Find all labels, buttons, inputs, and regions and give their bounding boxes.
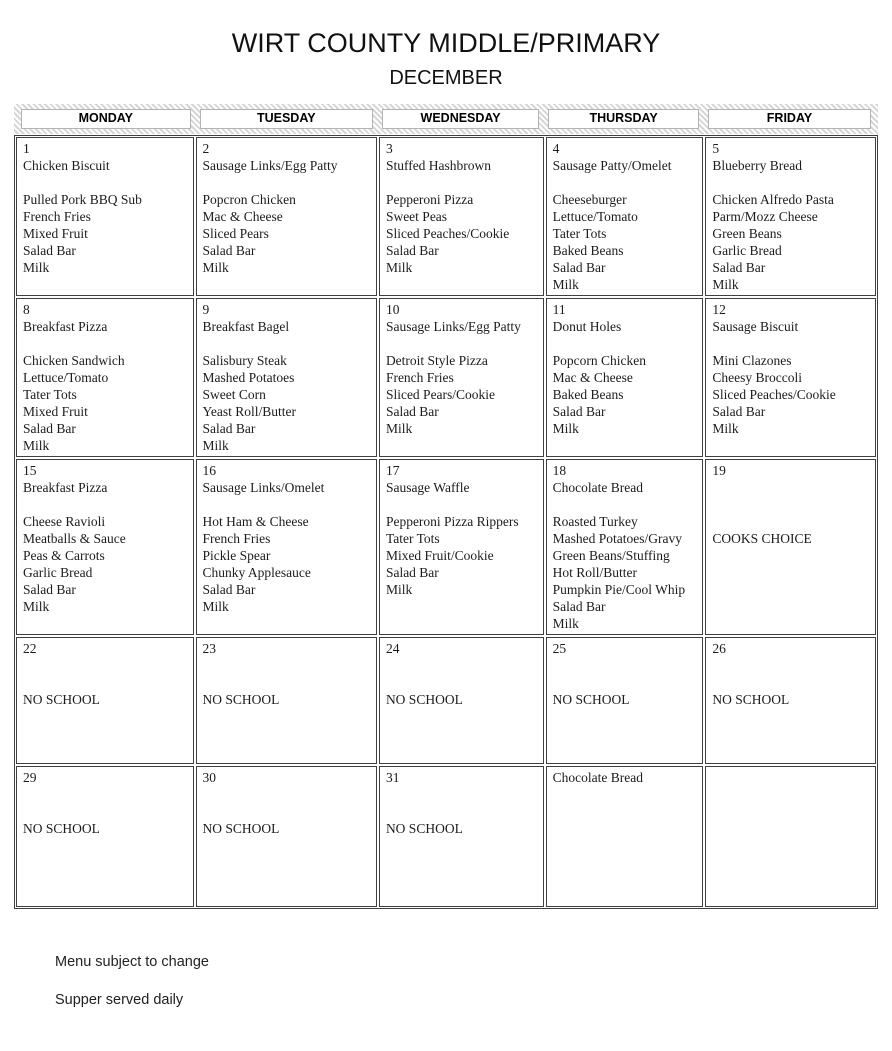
day-header-tuesday: TUESDAY <box>199 109 373 129</box>
calendar-cell-dec-18: 18 Chocolate Bread Roasted Turkey Mashed… <box>545 459 704 635</box>
day-header-thursday: THURSDAY <box>548 109 699 129</box>
calendar-grid: 1 Chicken Biscuit Pulled Pork BBQ Sub Fr… <box>14 135 878 909</box>
calendar-cell-dec-17: 17 Sausage Waffle Pepperoni Pizza Ripper… <box>378 459 544 635</box>
week-row-4: 22 NO SCHOOL 23 NO SCHOOL 24 NO SCHOOL 2… <box>16 637 876 764</box>
calendar-cell-dec-3: 3 Stuffed Hashbrown Pepperoni Pizza Swee… <box>378 137 544 296</box>
menu-calendar: MONDAY TUESDAY WEDNESDAY THURSDAY FRIDAY… <box>14 104 878 909</box>
calendar-cell-dec-26: 26 NO SCHOOL <box>705 637 876 764</box>
page-title: WIRT COUNTY MIDDLE/PRIMARY <box>231 28 661 58</box>
calendar-cell-friday-empty <box>705 766 876 907</box>
calendar-cell-dec-12: 12 Sausage Biscuit Mini Clazones Cheesy … <box>705 298 876 457</box>
calendar-cell-dec-24: 24 NO SCHOOL <box>378 637 544 764</box>
calendar-cell-dec-9: 9 Breakfast Bagel Salisbury Steak Mashed… <box>195 298 377 457</box>
page-subtitle: DECEMBER <box>389 67 503 89</box>
calendar-cell-dec-11: 11 Donut Holes Popcorn Chicken Mac & Che… <box>545 298 704 457</box>
calendar-cell-dec-16: 16 Sausage Links/Omelet Hot Ham & Cheese… <box>195 459 377 635</box>
menu-change-note: Menu subject to change <box>55 954 209 970</box>
day-header-monday: MONDAY <box>21 109 191 129</box>
calendar-cell-dec-8: 8 Breakfast Pizza Chicken Sandwich Lettu… <box>16 298 194 457</box>
day-header-wednesday: WEDNESDAY <box>381 109 540 129</box>
calendar-cell-dec-22: 22 NO SCHOOL <box>16 637 194 764</box>
calendar-cell-dec-19: 19 COOKS CHOICE <box>705 459 876 635</box>
calendar-cell-dec-30: 30 NO SCHOOL <box>195 766 377 907</box>
day-header-row: MONDAY TUESDAY WEDNESDAY THURSDAY FRIDAY <box>14 104 878 134</box>
calendar-cell-dec-1: 1 Chicken Biscuit Pulled Pork BBQ Sub Fr… <box>16 137 194 296</box>
calendar-cell-dec-15: 15 Breakfast Pizza Cheese Ravioli Meatba… <box>16 459 194 635</box>
calendar-cell-dec-29: 29 NO SCHOOL <box>16 766 194 907</box>
week-row-1: 1 Chicken Biscuit Pulled Pork BBQ Sub Fr… <box>16 137 876 296</box>
calendar-cell-dec-4: 4 Sausage Patty/Omelet Cheeseburger Lett… <box>545 137 704 296</box>
calendar-cell-dec-2: 2 Sausage Links/Egg Patty Popcron Chicke… <box>195 137 377 296</box>
week-row-5: 29 NO SCHOOL 30 NO SCHOOL 31 NO SCHOOL C… <box>16 766 876 907</box>
calendar-cell-dec-25: 25 NO SCHOOL <box>545 637 704 764</box>
footer-notes: Menu subject to change Supper served dai… <box>55 953 892 1009</box>
calendar-cell-dec-5: 5 Blueberry Bread Chicken Alfredo Pasta … <box>705 137 876 296</box>
supper-note: Supper served daily <box>55 992 184 1008</box>
day-header-friday: FRIDAY <box>708 109 871 129</box>
calendar-cell-dec-10: 10 Sausage Links/Egg Patty Detroit Style… <box>378 298 544 457</box>
week-row-2: 8 Breakfast Pizza Chicken Sandwich Lettu… <box>16 298 876 457</box>
calendar-cell-thursday-extra: Chocolate Bread <box>545 766 704 907</box>
calendar-cell-dec-23: 23 NO SCHOOL <box>195 637 377 764</box>
week-row-3: 15 Breakfast Pizza Cheese Ravioli Meatba… <box>16 459 876 635</box>
calendar-cell-dec-31: 31 NO SCHOOL <box>378 766 544 907</box>
